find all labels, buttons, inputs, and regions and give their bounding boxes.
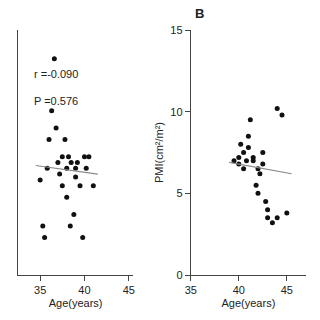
svg-text:40: 40 [78, 284, 90, 296]
svg-text:P =0.576: P =0.576 [34, 95, 78, 107]
svg-text:40: 40 [233, 284, 245, 296]
svg-text:10: 10 [170, 106, 182, 118]
svg-text:35: 35 [185, 284, 197, 296]
svg-text:PMI(cm²/m²): PMI(cm²/m²) [153, 122, 165, 183]
svg-text:Age(years): Age(years) [49, 297, 103, 309]
svg-text:Age(years): Age(years) [222, 297, 276, 309]
svg-text:45: 45 [281, 284, 293, 296]
svg-text:r =-0.090: r =-0.090 [34, 68, 78, 80]
svg-text:45: 45 [123, 284, 135, 296]
svg-text:0: 0 [176, 269, 182, 281]
svg-text:15: 15 [170, 24, 182, 36]
svg-text:5: 5 [176, 187, 182, 199]
svg-text:B: B [195, 6, 204, 21]
svg-text:35: 35 [34, 284, 46, 296]
